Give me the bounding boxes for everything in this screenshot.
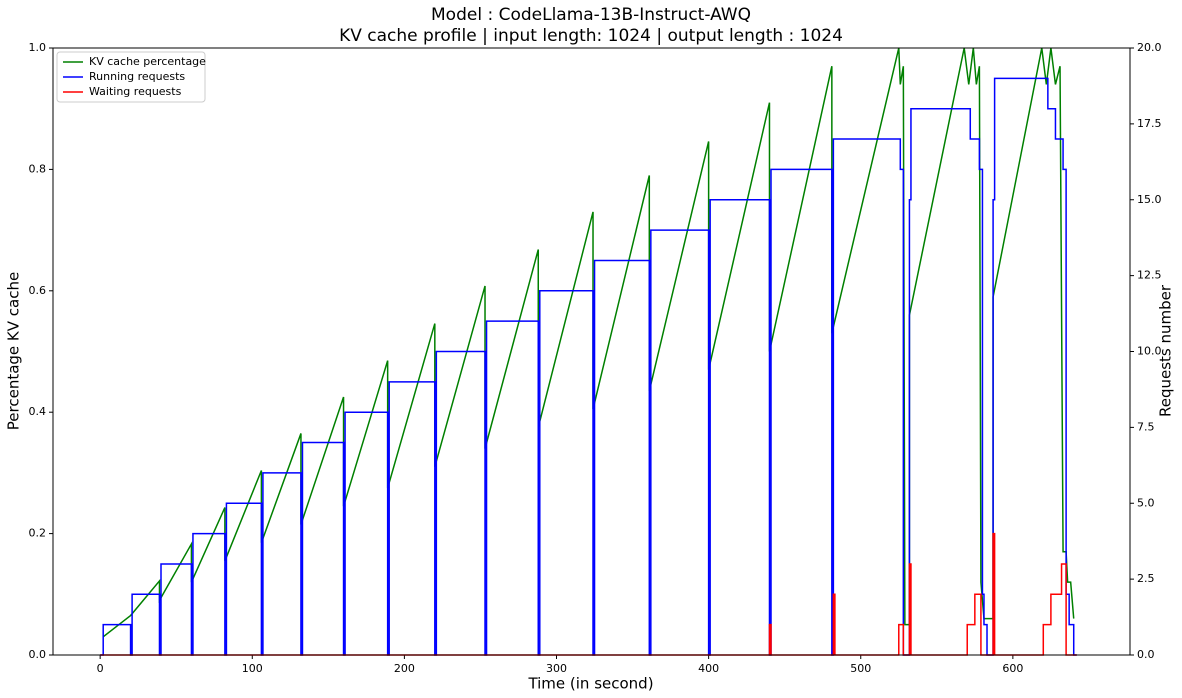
x-axis-label: Time (in second) bbox=[527, 675, 653, 693]
series-line bbox=[100, 77, 1077, 656]
legend-label: KV cache percentage bbox=[89, 55, 206, 68]
x-tick-label: 0 bbox=[97, 662, 104, 675]
y2-tick-label: 2.5 bbox=[1137, 572, 1155, 585]
series-line bbox=[102, 47, 1075, 638]
x-tick-label: 400 bbox=[698, 662, 719, 675]
y2-axis-label: Requests number bbox=[1157, 284, 1175, 417]
y-tick-label: 1.0 bbox=[29, 41, 47, 54]
x-tick-label: 200 bbox=[394, 662, 415, 675]
series-line bbox=[100, 532, 1077, 656]
legend-label: Running requests bbox=[89, 70, 185, 83]
chart-subtitle: KV cache profile | input length: 1024 | … bbox=[339, 26, 843, 46]
legend: KV cache percentage Running requests Waiti… bbox=[56, 51, 206, 103]
y-axis-label: Percentage KV cache bbox=[5, 272, 23, 430]
y2-tick-label: 15.0 bbox=[1137, 193, 1162, 206]
plot-frame bbox=[52, 47, 1131, 656]
y2-tick-label: 10.0 bbox=[1137, 345, 1162, 358]
legend-box bbox=[56, 51, 206, 103]
y2-tick-label: 12.5 bbox=[1137, 269, 1162, 282]
y-tick-label: 0.2 bbox=[29, 527, 47, 540]
x-tick-label: 600 bbox=[1002, 662, 1023, 675]
y2-tick-label: 5.0 bbox=[1137, 496, 1155, 509]
x-tick-label: 500 bbox=[850, 662, 871, 675]
y-tick-label: 0.0 bbox=[29, 648, 47, 661]
x-tick-label: 100 bbox=[242, 662, 263, 675]
y2-tick-label: 20.0 bbox=[1137, 41, 1162, 54]
y-tick-label: 0.8 bbox=[29, 162, 47, 175]
x-tick-label: 300 bbox=[546, 662, 567, 675]
y2-tick-label: 17.5 bbox=[1137, 117, 1162, 130]
legend-label: Waiting requests bbox=[89, 85, 182, 98]
chart-title: Model : CodeLlama-13B-Instruct-AWQ bbox=[431, 5, 751, 25]
y2-tick-label: 7.5 bbox=[1137, 420, 1155, 433]
y2-tick-label: 0.0 bbox=[1137, 648, 1155, 661]
y-tick-label: 0.6 bbox=[29, 284, 47, 297]
y-tick-label: 0.4 bbox=[29, 405, 47, 418]
